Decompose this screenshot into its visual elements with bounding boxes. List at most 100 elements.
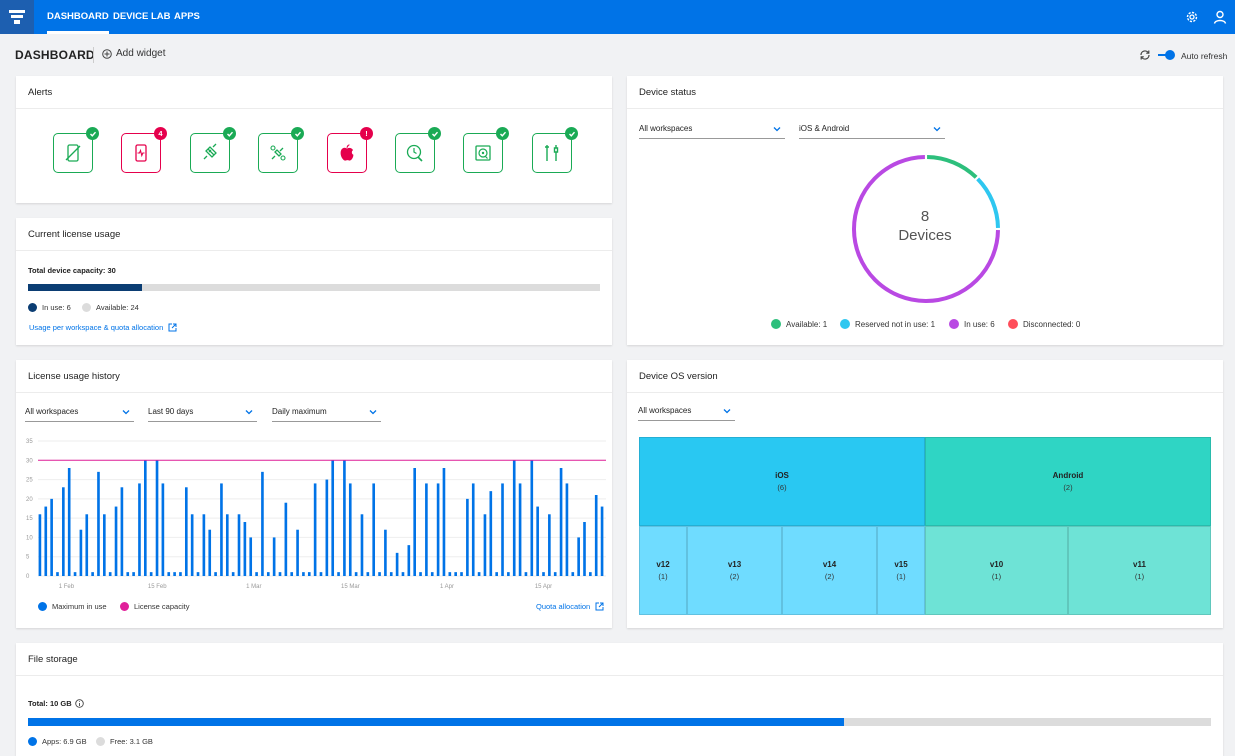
- legend-maximum-in-use: Maximum in use: [38, 602, 107, 611]
- tab-apps[interactable]: APPS: [174, 11, 200, 22]
- card-divider: [16, 392, 612, 393]
- usage-bar: [302, 572, 305, 576]
- alert-tile[interactable]: [395, 127, 441, 173]
- treemap-count: (1): [1134, 572, 1145, 581]
- usage-bar: [138, 483, 141, 576]
- license-history-title: License usage history: [28, 371, 120, 382]
- usage-bar: [337, 572, 340, 576]
- treemap-version-cell[interactable]: v12 (1): [639, 526, 687, 615]
- alert-tile[interactable]: [532, 127, 578, 173]
- legend-dot: [28, 303, 37, 312]
- add-widget-label: Add widget: [116, 48, 166, 59]
- usage-bar: [97, 471, 100, 576]
- alert-tile[interactable]: [53, 127, 99, 173]
- usage-bar: [343, 460, 346, 576]
- status-legend-item: Available: 1: [771, 319, 827, 329]
- treemap-version-cell[interactable]: v11 (1): [1068, 526, 1211, 615]
- quota-link-label: Quota allocation: [536, 602, 591, 611]
- usage-bar: [454, 572, 457, 576]
- usage-bar: [430, 572, 434, 576]
- quota-allocation-link[interactable]: Quota allocation: [536, 602, 604, 611]
- license-in-use-fill: [28, 284, 143, 291]
- check-badge-icon: [565, 127, 578, 140]
- device-status-os-select[interactable]: iOS & Android: [799, 121, 945, 139]
- card-divider: [16, 250, 612, 251]
- card-divider: [16, 108, 612, 109]
- gear-icon[interactable]: [1185, 10, 1199, 24]
- history-aggregation-select[interactable]: Daily maximum: [272, 404, 381, 422]
- usage-bar: [79, 529, 83, 576]
- donut-segment[interactable]: [852, 155, 1000, 303]
- chevron-down-icon: [369, 410, 377, 415]
- os-workspace-select[interactable]: All workspaces: [638, 403, 735, 421]
- auto-refresh-toggle[interactable]: [1158, 50, 1175, 60]
- device-total-count: 8: [920, 208, 930, 225]
- alert-tile[interactable]: !: [327, 127, 373, 173]
- apps-label: Apps: 6.9 GB: [42, 737, 87, 746]
- device-status-workspace-select[interactable]: All workspaces: [639, 121, 785, 139]
- donut-segment[interactable]: [976, 177, 1000, 228]
- usage-bar: [313, 483, 317, 576]
- tab-dashboard[interactable]: DASHBOARD: [47, 0, 109, 34]
- status-legend-label: Available: 1: [786, 319, 828, 329]
- treemap-group-android[interactable]: Android (2): [925, 437, 1211, 526]
- treemap-count: (6): [777, 483, 787, 492]
- usage-bar: [477, 572, 481, 576]
- app-logo[interactable]: [0, 0, 34, 34]
- treemap-group-ios[interactable]: iOS (6): [639, 437, 925, 526]
- alert-tile[interactable]: [190, 127, 236, 173]
- usage-bar: [190, 514, 194, 576]
- usage-link-label: Usage per workspace & quota allocation: [29, 323, 164, 332]
- total-capacity-label: Total device capacity: 30: [28, 266, 116, 275]
- usage-per-workspace-link[interactable]: Usage per workspace & quota allocation: [29, 323, 177, 332]
- tab-device-lab[interactable]: DEVICE LAB: [113, 11, 171, 22]
- logo-icon: [9, 10, 25, 24]
- usage-bar: [307, 572, 311, 576]
- alert-tile[interactable]: [258, 127, 304, 173]
- usage-bar: [214, 572, 217, 576]
- usage-bar: [600, 506, 604, 576]
- legend-dot: [120, 602, 129, 611]
- plug-icon: [203, 143, 217, 160]
- usage-bar: [38, 514, 42, 576]
- check-badge-icon: [223, 127, 236, 140]
- alert-tile[interactable]: 4: [121, 127, 167, 173]
- usage-bar: [108, 572, 112, 576]
- usage-bar: [483, 514, 487, 576]
- usage-bar: [249, 537, 253, 576]
- select-value: All workspaces: [638, 406, 692, 415]
- info-icon[interactable]: [74, 699, 84, 708]
- treemap-count: (1): [658, 572, 668, 581]
- treemap-version-cell[interactable]: v14 (2): [782, 526, 877, 615]
- page-title: DASHBOARD: [15, 48, 95, 62]
- treemap-version-cell[interactable]: v10 (1): [925, 526, 1068, 615]
- user-icon[interactable]: [1213, 10, 1227, 24]
- license-usage-bar: [28, 284, 600, 291]
- refresh-icon[interactable]: [1139, 49, 1151, 61]
- usage-bar: [565, 483, 569, 576]
- legend-capacity-label: License capacity: [134, 602, 190, 611]
- treemap-label: Android: [1052, 471, 1084, 480]
- usage-bar: [507, 572, 510, 576]
- usage-bar: [266, 572, 270, 576]
- y-tick-label: 15: [26, 516, 33, 522]
- history-range-select[interactable]: Last 90 days: [148, 404, 257, 422]
- usage-bar: [44, 506, 48, 576]
- history-workspace-select[interactable]: All workspaces: [25, 404, 134, 422]
- available-label: Available: 24: [96, 303, 139, 312]
- treemap-version-cell[interactable]: v15 (1): [877, 526, 925, 615]
- usage-bar: [524, 572, 528, 576]
- select-value: Daily maximum: [272, 407, 327, 416]
- treemap-version-cell[interactable]: v13 (2): [687, 526, 782, 615]
- usage-bar: [85, 514, 89, 576]
- y-tick-label: 30: [26, 458, 33, 464]
- add-widget-button[interactable]: Add widget: [102, 48, 165, 59]
- storage-bar: [28, 718, 1211, 726]
- alert-tile[interactable]: [463, 127, 509, 173]
- usage-bar: [126, 572, 130, 576]
- donut-segment[interactable]: [927, 155, 978, 179]
- usage-bar: [132, 572, 135, 576]
- legend-dot: [28, 737, 37, 746]
- y-tick-label: 25: [26, 478, 33, 484]
- usage-bar: [155, 460, 159, 576]
